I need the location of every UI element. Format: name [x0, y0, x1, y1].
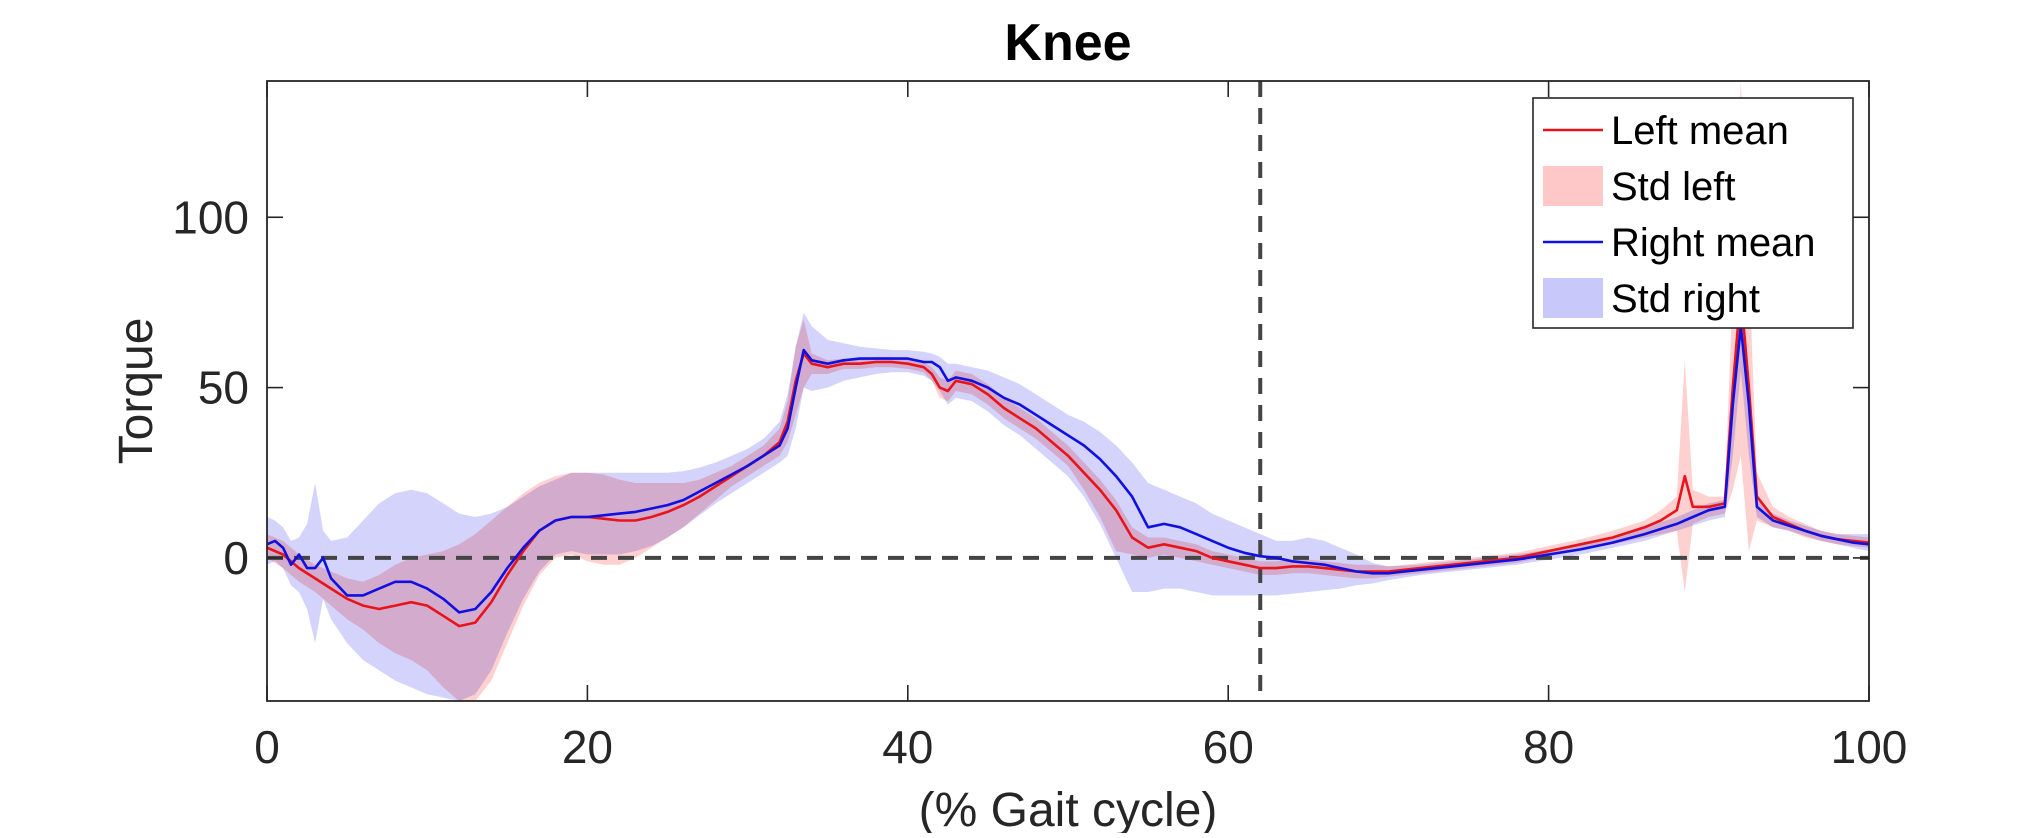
std-right-band — [267, 302, 1869, 701]
legend-label-std_left: Std left — [1611, 165, 1736, 209]
chart-title: Knee — [1004, 14, 1131, 72]
legend-label-left_mean: Left mean — [1611, 109, 1789, 153]
legend-swatch-std_right — [1543, 278, 1603, 318]
legend-label-right_mean: Right mean — [1611, 221, 1816, 265]
x-tick-label: 100 — [1831, 721, 1908, 773]
x-tick-label: 0 — [254, 721, 280, 773]
x-tick-label: 60 — [1203, 721, 1254, 773]
legend: Left mean Std left Right mean Std right — [1532, 97, 1854, 329]
y-tick-label: 0 — [223, 532, 249, 584]
right-mean-line — [267, 325, 1869, 614]
x-axis-label: (% Gait cycle) — [919, 784, 1218, 833]
axes-box — [266, 80, 1870, 702]
plot-content — [267, 81, 1869, 701]
x-tick-label: 80 — [1523, 721, 1574, 773]
legend-label-std_right: Std right — [1611, 277, 1760, 321]
y-tick-label: 100 — [172, 191, 249, 243]
y-axis-label: Torque — [110, 318, 163, 465]
y-tick-label: 50 — [198, 362, 249, 414]
legend-swatch-std_left — [1543, 166, 1603, 206]
x-tick-label: 20 — [562, 721, 613, 773]
x-tick-label: 40 — [882, 721, 933, 773]
